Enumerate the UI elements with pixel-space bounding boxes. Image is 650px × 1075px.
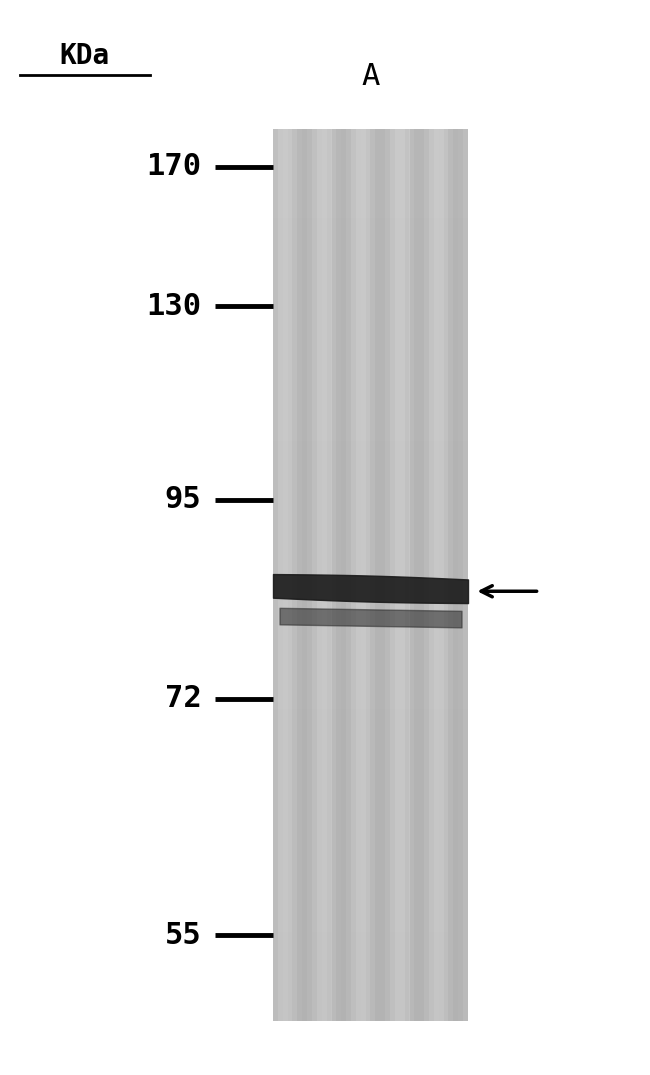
Bar (434, 129, 439, 1021)
Bar (404, 129, 410, 1021)
Bar (273, 129, 468, 173)
Bar (346, 129, 351, 1021)
Bar (415, 129, 419, 1021)
Bar (273, 486, 468, 531)
Bar (283, 129, 287, 1021)
Bar (273, 263, 468, 307)
Bar (273, 754, 468, 798)
Bar (273, 353, 468, 397)
Text: KDa: KDa (59, 42, 110, 70)
Bar (273, 531, 468, 575)
Bar (361, 129, 365, 1021)
Bar (341, 129, 346, 1021)
Bar (448, 129, 453, 1021)
Bar (365, 129, 370, 1021)
Bar (273, 442, 468, 486)
Bar (356, 129, 361, 1021)
Bar (380, 129, 385, 1021)
Bar (273, 619, 468, 664)
Bar (322, 129, 326, 1021)
Bar (273, 932, 468, 976)
Bar (385, 129, 390, 1021)
Text: A: A (361, 62, 380, 91)
Bar (292, 129, 297, 1021)
Bar (351, 129, 356, 1021)
Bar (273, 129, 468, 1021)
Bar (317, 129, 322, 1021)
Bar (439, 129, 443, 1021)
Bar (463, 129, 468, 1021)
Bar (273, 173, 468, 218)
Bar (273, 307, 468, 353)
Text: 130: 130 (146, 292, 202, 320)
Bar (419, 129, 424, 1021)
Bar (443, 129, 448, 1021)
Bar (273, 129, 278, 1021)
Bar (458, 129, 463, 1021)
Bar (390, 129, 395, 1021)
Bar (429, 129, 434, 1021)
Bar (454, 129, 458, 1021)
Bar (400, 129, 404, 1021)
Bar (273, 888, 468, 932)
Text: 170: 170 (146, 153, 202, 181)
Bar (273, 397, 468, 441)
Bar (273, 575, 468, 619)
Bar (298, 129, 302, 1021)
Bar (273, 710, 468, 754)
Bar (307, 129, 312, 1021)
Bar (312, 129, 317, 1021)
Bar (376, 129, 380, 1021)
Bar (337, 129, 341, 1021)
Bar (410, 129, 415, 1021)
Bar (332, 129, 337, 1021)
Bar (370, 129, 375, 1021)
Bar (273, 664, 468, 710)
Bar (424, 129, 429, 1021)
Text: 55: 55 (164, 921, 202, 949)
Bar (273, 976, 468, 1021)
Bar (278, 129, 283, 1021)
Bar (273, 843, 468, 888)
Bar (273, 218, 468, 262)
Bar (326, 129, 332, 1021)
Text: 95: 95 (164, 486, 202, 514)
Bar (302, 129, 307, 1021)
Text: 72: 72 (164, 685, 202, 713)
Bar (273, 798, 468, 843)
Bar (287, 129, 292, 1021)
Bar (395, 129, 400, 1021)
